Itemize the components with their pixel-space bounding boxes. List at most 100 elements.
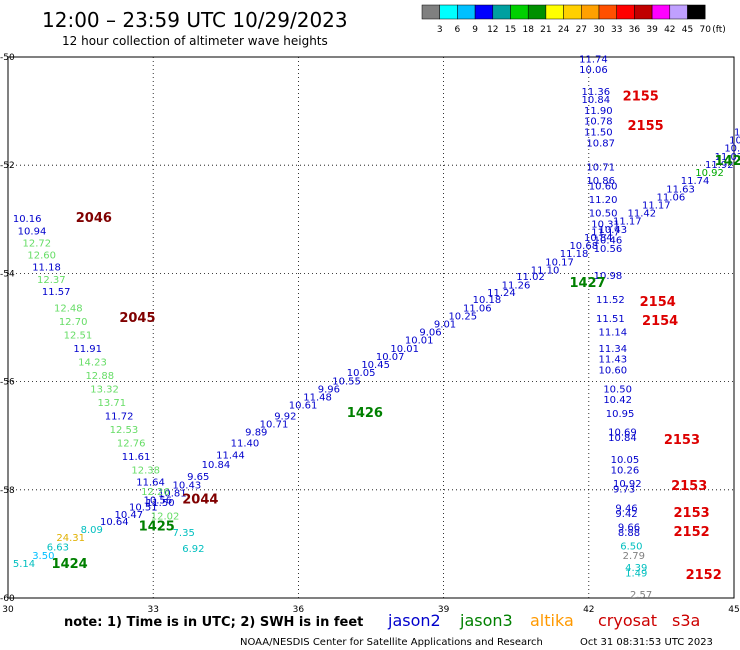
wave-height-point: 10.01 (405, 336, 434, 347)
wave-height-point: 6.63 (47, 542, 69, 553)
wave-height-point: 10.56 (594, 244, 623, 255)
pass-time-label: 2044 (182, 492, 218, 507)
wave-height-point: 11.36 (582, 87, 611, 98)
wave-height-point: 10.61 (289, 401, 318, 412)
wave-height-point: 11.18 (32, 263, 61, 274)
pass-time-label: 2152 (686, 568, 722, 583)
legend-entry-jason3: jason3 (459, 611, 513, 630)
colorbar-swatch (651, 4, 671, 20)
wave-height-point: 10.60 (598, 365, 627, 376)
wave-height-point: 10.60 (589, 182, 618, 193)
wave-height-point: 11.02 (516, 272, 545, 283)
wave-height-point: 10.84 (608, 433, 637, 444)
wave-height-point: 8.88 (618, 528, 640, 539)
wave-height-point: 6.92 (182, 544, 204, 555)
colorbar-swatch (616, 4, 635, 20)
colorbar-swatch (598, 4, 617, 20)
x-tick-label: 30 (2, 605, 14, 615)
colorbar-label: 21 (540, 25, 551, 35)
wave-height-point: 11.24 (487, 288, 516, 299)
wave-height-point: 5.14 (13, 559, 35, 570)
wave-height-point: 10.18 (473, 295, 502, 306)
legend-entry-cryosat: cryosat (598, 611, 657, 630)
wave-height-point: 13.32 (90, 384, 119, 395)
colorbar-label: 27 (576, 25, 587, 35)
wave-height-point: 10.84 (202, 460, 231, 471)
wave-height-point: 10.87 (586, 138, 615, 149)
wave-height-point: 10.55 (332, 376, 361, 387)
colorbar-swatch (687, 4, 706, 20)
wave-height-point: 12.76 (117, 439, 146, 450)
colorbar-label: 30 (593, 25, 605, 35)
pass-time-label: 2153 (664, 433, 700, 448)
wave-height-point: 9.89 (245, 428, 267, 439)
wave-height-point: 10.17 (545, 257, 574, 268)
wave-height-point: 12.02 (151, 512, 180, 523)
pass-time-label: 1426 (347, 406, 383, 421)
wave-height-point: 10.69 (608, 428, 637, 439)
colorbar-swatch (510, 4, 529, 20)
wave-height-point: 11.02 (715, 152, 740, 163)
wave-height-point: 9.06 (419, 328, 441, 339)
colorbar-swatch (634, 4, 653, 20)
wave-height-point: 10.31 (591, 219, 620, 230)
pass-time-label: 2155 (628, 119, 664, 134)
colorbar-label: 9 (472, 25, 478, 35)
wave-height-point: 11.51 (596, 314, 625, 325)
wave-height-point: 10.07 (376, 352, 405, 363)
wave-height-point: 12.48 (54, 303, 83, 314)
colorbar-label: 18 (522, 25, 534, 35)
pass-time-label: 1425 (139, 519, 175, 534)
legend-entry-s3a: s3a (672, 611, 700, 630)
wave-height-point: 12.60 (27, 250, 56, 261)
colorbar-label: 33 (611, 25, 622, 35)
wave-height-point: 11.10 (531, 265, 560, 276)
colorbar-swatch (457, 4, 476, 20)
wave-height-point: 11.48 (303, 393, 332, 404)
footer-credit: NOAA/NESDIS Center for Satellite Applica… (240, 637, 543, 648)
wave-height-point: 10.26 (611, 466, 640, 477)
wave-height-point: 10.45 (361, 360, 390, 371)
wave-height-point: 4.39 (625, 563, 647, 574)
pass-time-label: 2046 (76, 211, 112, 226)
colorbar-swatch (545, 4, 564, 20)
wave-height-point: 10.43 (598, 225, 627, 236)
wave-height-point: 11.06 (657, 192, 686, 203)
y-tick-label: -58 (0, 486, 15, 496)
y-tick-label: -60 (0, 594, 15, 604)
chart-title: 12:00 – 23:59 UTC 10/29/2023 (42, 8, 348, 32)
wave-height-point: 11.50 (146, 498, 175, 509)
axis-tick-labels: 30 33 36 39 42 45 -50 -52 -54 -56 -58 -60 (0, 53, 740, 615)
pass-time-label: 2153 (674, 506, 710, 521)
wave-height-point: 14.23 (78, 357, 107, 368)
wave-height-point: 12.88 (85, 371, 114, 382)
wave-height-point: 11.18 (560, 249, 589, 260)
wave-height-point: 10.25 (448, 311, 477, 322)
colorbar-swatch (669, 4, 688, 20)
legend-entry-altika: altika (530, 611, 574, 630)
wave-height-point: 11.92 (705, 160, 734, 171)
wave-height-point: 10.50 (589, 209, 618, 220)
pass-time-label: 2153 (671, 479, 707, 494)
data-points: 5.143.506.6324.318.0910.6410.4710.5110.5… (13, 54, 740, 601)
wave-height-point: 10.06 (579, 65, 608, 76)
wave-height-point: 10.64 (100, 517, 129, 528)
wave-height-point: 11.14 (598, 328, 627, 339)
wave-height-point: 11.20 (589, 195, 618, 206)
x-tick-label: 45 (728, 605, 739, 615)
wave-height-point: 10.92 (695, 168, 724, 179)
colorbar-swatch (421, 4, 440, 20)
wave-height-point: 10.98 (594, 271, 623, 282)
wave-height-point: 10.56 (144, 495, 173, 506)
colorbar-label: 3 (437, 25, 443, 35)
wave-height-point: 10.84 (584, 233, 613, 244)
footer-timestamp: Oct 31 08:31:53 UTC 2023 (580, 637, 713, 648)
wave-height-point: 12.37 (37, 275, 66, 286)
wave-height-point: 9.73 (613, 485, 635, 496)
colorbar-label: 12 (487, 25, 498, 35)
plot-grid (8, 57, 734, 598)
wave-height-point: 10.92 (613, 479, 642, 490)
colorbar-label: 70 (699, 25, 711, 35)
